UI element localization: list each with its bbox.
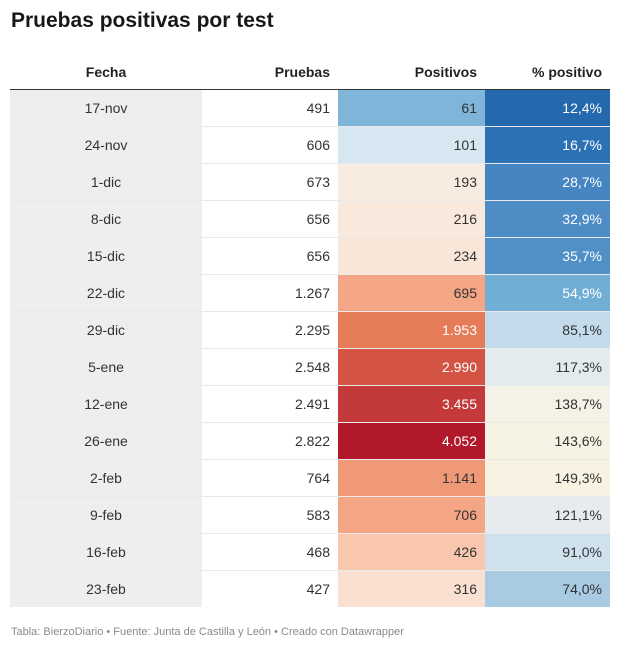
- table-row: 9-feb 583 706 121,1%: [10, 496, 610, 534]
- cell-fecha: 24-nov: [10, 126, 202, 164]
- cell-fecha: 16-feb: [10, 533, 202, 571]
- footer-credits: Tabla: BierzoDiario • Fuente: Junta de C…: [11, 626, 404, 638]
- cell-pruebas: 656: [202, 200, 338, 238]
- cell-porcentaje-positivo: 32,9%: [485, 200, 610, 238]
- cell-fecha: 26-ene: [10, 422, 202, 460]
- cell-positivos: 2.990: [338, 348, 485, 386]
- cell-pruebas: 606: [202, 126, 338, 164]
- cell-porcentaje-positivo: 91,0%: [485, 533, 610, 571]
- cell-positivos: 193: [338, 163, 485, 201]
- column-header-positivos[interactable]: Positivos: [338, 55, 485, 90]
- table-row: 24-nov 606 101 16,7%: [10, 126, 610, 164]
- cell-fecha: 12-ene: [10, 385, 202, 423]
- table-body: 17-nov 491 61 12,4% 24-nov 606 101 16,7% 1-dic 67…: [10, 89, 610, 607]
- table-row: 2-feb 764 1.141 149,3%: [10, 459, 610, 497]
- chart-title: Pruebas positivas por test: [11, 9, 274, 32]
- table-header-row: Fecha Pruebas Positivos % positivo: [10, 55, 610, 90]
- cell-porcentaje-positivo: 35,7%: [485, 237, 610, 275]
- table-row: 8-dic 656 216 32,9%: [10, 200, 610, 238]
- cell-pruebas: 656: [202, 237, 338, 275]
- cell-porcentaje-positivo: 149,3%: [485, 459, 610, 497]
- cell-positivos: 234: [338, 237, 485, 275]
- cell-porcentaje-positivo: 16,7%: [485, 126, 610, 164]
- cell-pruebas: 2.822: [202, 422, 338, 460]
- column-header-porcentaje-positivo[interactable]: % positivo: [485, 55, 610, 90]
- cell-pruebas: 468: [202, 533, 338, 571]
- cell-fecha: 5-ene: [10, 348, 202, 386]
- cell-porcentaje-positivo: 121,1%: [485, 496, 610, 534]
- cell-positivos: 216: [338, 200, 485, 238]
- table-row: 5-ene 2.548 2.990 117,3%: [10, 348, 610, 386]
- cell-fecha: 8-dic: [10, 200, 202, 238]
- cell-positivos: 4.052: [338, 422, 485, 460]
- cell-porcentaje-positivo: 117,3%: [485, 348, 610, 386]
- cell-positivos: 426: [338, 533, 485, 571]
- table-row: 16-feb 468 426 91,0%: [10, 533, 610, 571]
- cell-porcentaje-positivo: 74,0%: [485, 570, 610, 607]
- cell-fecha: 17-nov: [10, 89, 202, 127]
- table-row: 22-dic 1.267 695 54,9%: [10, 274, 610, 312]
- table-row: 12-ene 2.491 3.455 138,7%: [10, 385, 610, 423]
- cell-positivos: 706: [338, 496, 485, 534]
- cell-fecha: 29-dic: [10, 311, 202, 349]
- cell-pruebas: 427: [306, 581, 330, 597]
- cell-pruebas: 764: [202, 459, 338, 497]
- cell-fecha: 15-dic: [10, 237, 202, 275]
- cell-positivos: 316: [338, 570, 485, 607]
- table-row: 1-dic 673 193 28,7%: [10, 163, 610, 201]
- cell-porcentaje-positivo: 12,4%: [485, 89, 610, 127]
- cell-positivos: 695: [338, 274, 485, 312]
- column-header-pruebas[interactable]: Pruebas: [202, 55, 338, 90]
- cell-positivos: 1.141: [338, 459, 485, 497]
- table-row: 26-ene 2.822 4.052 143,6%: [10, 422, 610, 460]
- cell-porcentaje-positivo: 143,6%: [485, 422, 610, 460]
- cell-fecha: 22-dic: [10, 274, 202, 312]
- cell-pruebas: 2.295: [202, 311, 338, 349]
- data-table: Fecha Pruebas Positivos % positivo 17-no…: [10, 55, 610, 607]
- cell-pruebas: 2.491: [202, 385, 338, 423]
- table-row: 17-nov 491 61 12,4%: [10, 89, 610, 127]
- cell-pruebas: 491: [202, 89, 338, 127]
- cell-fecha: 2-feb: [10, 459, 202, 497]
- cell-fecha: 1-dic: [10, 163, 202, 201]
- cell-pruebas: 583: [202, 496, 338, 534]
- cell-pruebas: 1.267: [202, 274, 338, 312]
- cell-fecha: 23-feb: [10, 570, 202, 607]
- cell-porcentaje-positivo: 54,9%: [485, 274, 610, 312]
- cell-porcentaje-positivo: 85,1%: [485, 311, 610, 349]
- cell-porcentaje-positivo: 138,7%: [485, 385, 610, 423]
- table-row: 15-dic 656 234 35,7%: [10, 237, 610, 275]
- table-row: 29-dic 2.295 1.953 85,1%: [10, 311, 610, 349]
- column-header-fecha[interactable]: Fecha: [10, 55, 202, 90]
- cell-pruebas: 2.548: [202, 348, 338, 386]
- cell-pruebas: 673: [202, 163, 338, 201]
- cell-positivos: 1.953: [338, 311, 485, 349]
- cell-porcentaje-positivo: 28,7%: [485, 163, 610, 201]
- cell-positivos: 61: [338, 89, 485, 127]
- cell-positivos: 101: [338, 126, 485, 164]
- cell-positivos: 3.455: [338, 385, 485, 423]
- cell-fecha: 9-feb: [10, 496, 202, 534]
- table-row: 23-feb 427 316 74,0%: [10, 570, 610, 607]
